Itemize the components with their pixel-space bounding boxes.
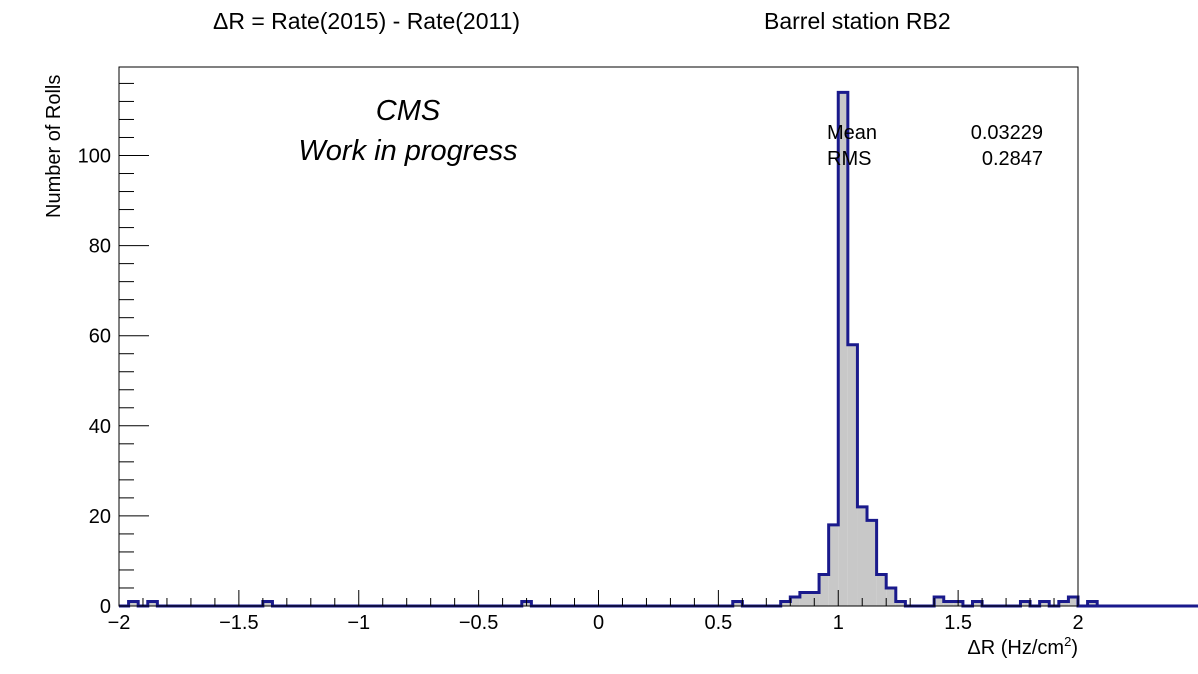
y-tick-label: 0 [100,596,111,618]
x-tick-label: 0.5 [704,612,732,634]
histogram-bin [1020,601,1031,606]
x-tick-label: 0 [593,612,604,634]
histogram-bin [876,574,887,606]
x-tick-label: 1.5 [944,612,972,634]
stats-mean-value: 0.03229 [971,122,1043,144]
x-axis-label-main: ΔR (Hz/cm [967,637,1064,659]
y-axis-label: Number of Rolls [43,75,65,218]
histogram-bin [147,601,158,606]
x-tick-label: −0.5 [459,612,498,634]
histogram-bin [828,524,839,606]
histogram-bin [867,520,877,606]
x-tick-label: −1 [347,612,370,634]
y-tick-label: 60 [89,326,111,348]
histogram-bin [1039,601,1050,606]
x-tick-label: −2 [108,612,131,634]
stats-mean-label: Mean [827,122,877,144]
x-axis-label-superscript: 2 [1064,634,1071,649]
x-axis-label-suffix: ) [1071,637,1078,659]
histogram-bin [790,596,800,606]
station-title: Barrel station RB2 [764,8,951,34]
plot-frame [118,66,1079,607]
x-axis-ticks: −2 −1.5 −1 −0.5 0 0.5 1 1.5 2 [108,590,1084,634]
y-tick-label: 80 [89,236,111,258]
x-tick-label: 1 [833,612,844,634]
work-in-progress-label: Work in progress [298,135,517,167]
histogram-bin [1058,601,1069,606]
histogram-bin [857,506,868,606]
histogram-bin [838,92,848,607]
y-tick-label: 100 [78,146,111,168]
histogram-bin [886,587,896,606]
x-tick-label: 2 [1072,612,1083,634]
histogram-bin [895,601,906,606]
stats-rms-label: RMS [827,148,871,170]
histogram-bin [262,601,273,606]
histogram-bin [943,601,954,606]
histogram-bin [934,596,944,606]
y-tick-label: 40 [89,416,111,438]
chart-title: ΔR = Rate(2015) - Rate(2011) [213,8,521,34]
histogram-bin [128,601,139,606]
histogram-bin [799,592,810,606]
cms-label: CMS [376,95,441,127]
histogram-bin [1068,596,1078,606]
x-tick-label: −1.5 [219,612,258,634]
y-axis-ticks: 0 20 40 60 80 100 [78,82,149,618]
histogram-bin [780,601,791,606]
histogram-bin [847,344,858,606]
x-axis-label: ΔR (Hz/cm2) [967,634,1078,659]
stats-rms-value: 0.2847 [982,148,1043,170]
y-tick-label: 20 [89,506,111,528]
histogram-bin [1087,601,1098,606]
histogram-bin [732,601,743,606]
histogram-bin [972,601,983,606]
histogram-bin [819,574,829,606]
